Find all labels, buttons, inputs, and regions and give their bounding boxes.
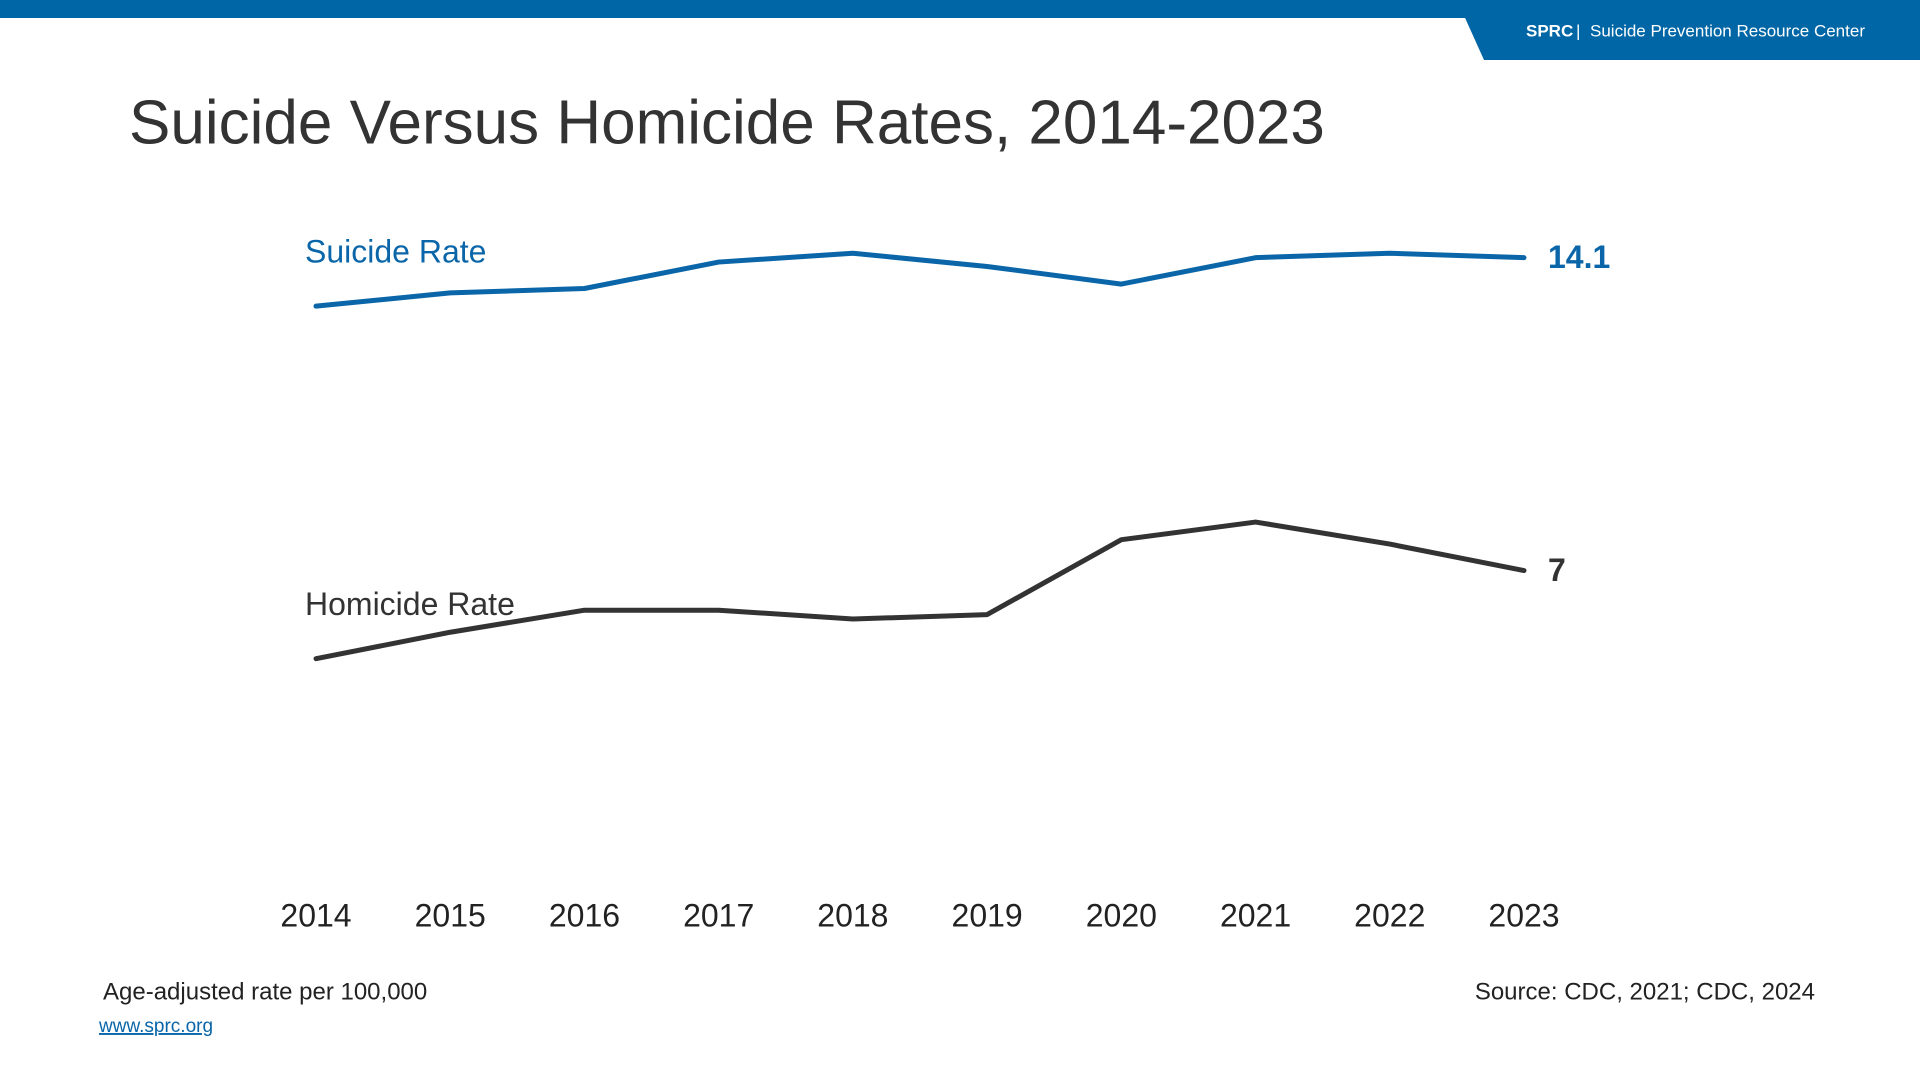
x-tick-label: 2022 xyxy=(1354,897,1425,933)
header-tab xyxy=(1457,0,1920,60)
chart-note: Age-adjusted rate per 100,000 xyxy=(103,978,427,1005)
chart-title: Suicide Versus Homicide Rates, 2014-2023 xyxy=(129,88,1325,157)
x-tick-label: 2014 xyxy=(280,897,351,933)
top-bar xyxy=(0,0,1920,18)
x-tick-label: 2018 xyxy=(817,897,888,933)
x-tick-label: 2017 xyxy=(683,897,754,933)
x-tick-label: 2021 xyxy=(1220,897,1291,933)
footer-url[interactable]: www.sprc.org xyxy=(98,1016,213,1037)
data-label: 7 xyxy=(1548,552,1566,588)
x-tick-label: 2015 xyxy=(415,897,486,933)
header-name: Suicide Prevention Resource Center xyxy=(1590,21,1865,40)
x-tick-label: 2023 xyxy=(1488,897,1559,933)
x-tick-label: 2016 xyxy=(549,897,620,933)
x-tick-label: 2019 xyxy=(952,897,1023,933)
series-label: Homicide Rate xyxy=(305,586,515,622)
header-separator: | xyxy=(1576,21,1580,40)
header-org: SPRC xyxy=(1526,21,1573,40)
data-label: 14.1 xyxy=(1548,239,1610,275)
chart-source: Source: CDC, 2021; CDC, 2024 xyxy=(1475,978,1815,1005)
series-line xyxy=(313,250,1527,309)
series-label: Suicide Rate xyxy=(305,234,486,270)
x-tick-label: 2020 xyxy=(1086,897,1157,933)
series-line xyxy=(313,519,1527,662)
